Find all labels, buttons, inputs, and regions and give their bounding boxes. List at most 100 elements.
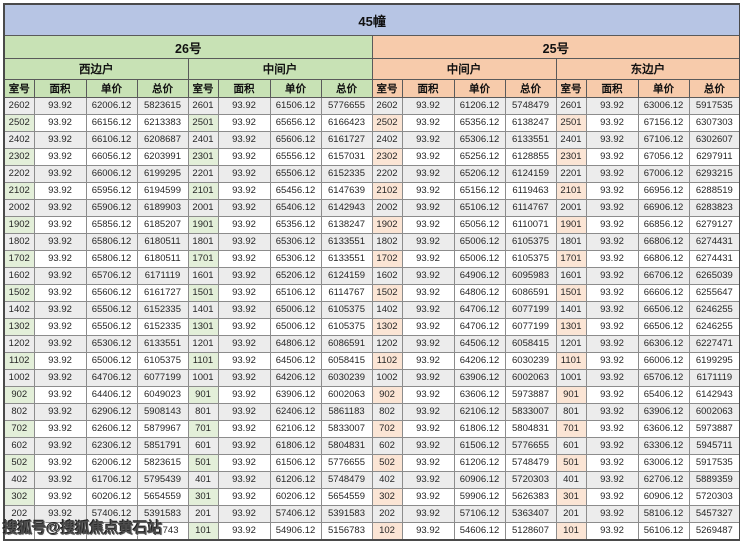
col-header-unit-price: 单价	[453, 79, 506, 98]
room-cell: 702	[3, 420, 35, 438]
unit-price-cell: 66306.12	[637, 335, 690, 353]
total-price-cell: 6180511	[136, 250, 189, 268]
total-price-cell: 6114767	[320, 284, 373, 302]
unit-price-cell: 66806.12	[637, 250, 690, 268]
room-cell: 1802	[371, 233, 403, 251]
col-header-unit-price: 单价	[637, 79, 690, 98]
table-row: 1102 93.92 65006.12 6105375 1101 93.92 64506.1…	[3, 352, 740, 370]
unit-price-cell: 66106.12	[85, 131, 138, 149]
area-cell: 93.92	[217, 369, 271, 387]
total-price-cell: 6138247	[504, 114, 557, 132]
price-table: 45幢 26号 25号 西边户 中间户 中间户 东边户 室号 面积 单价 总价 …	[3, 3, 740, 541]
unit-price-cell: 66156.12	[85, 114, 138, 132]
total-price-cell: 6293215	[688, 165, 740, 183]
total-price-cell: 5720303	[688, 488, 740, 506]
total-price-cell: 6095983	[504, 267, 557, 285]
total-price-cell: 5776655	[320, 454, 373, 472]
area-cell: 93.92	[401, 471, 455, 489]
unit-price-cell: 63606.12	[637, 420, 690, 438]
room-cell: 1202	[3, 335, 35, 353]
area-cell: 93.92	[585, 148, 639, 166]
area-cell: 93.92	[585, 284, 639, 302]
room-cell: 902	[3, 386, 35, 404]
total-price-cell: 6213383	[136, 114, 189, 132]
room-cell: 1301	[555, 318, 587, 336]
unit-price-cell: 65556.12	[269, 148, 322, 166]
table-row: 1602 93.92 65706.12 6171119 1601 93.92 65206.1…	[3, 267, 740, 285]
room-cell: 2502	[371, 114, 403, 132]
room-cell: 1602	[371, 267, 403, 285]
area-cell: 93.92	[217, 97, 271, 115]
area-cell: 93.92	[33, 284, 87, 302]
area-cell: 93.92	[33, 114, 87, 132]
unit-price-cell: 63906.12	[269, 386, 322, 404]
room-cell: 1402	[3, 301, 35, 319]
col-header-unit-price: 单价	[85, 79, 138, 98]
room-cell: 1801	[555, 233, 587, 251]
area-cell: 93.92	[401, 437, 455, 455]
total-price-cell: 6161727	[320, 131, 373, 149]
room-cell: 1502	[371, 284, 403, 302]
total-price-cell: 6124159	[320, 267, 373, 285]
unit-price-cell: 65906.12	[85, 199, 138, 217]
unit-price-cell: 65156.12	[453, 182, 506, 200]
room-cell: 2602	[371, 97, 403, 115]
unit-price-cell: 65856.12	[85, 216, 138, 234]
room-cell: 502	[3, 454, 35, 472]
total-price-cell: 5804831	[504, 420, 557, 438]
area-cell: 93.92	[33, 165, 87, 183]
area-cell: 93.92	[217, 114, 271, 132]
area-cell: 93.92	[401, 454, 455, 472]
total-price-cell: 6086591	[504, 284, 557, 302]
total-price-cell: 6152335	[320, 165, 373, 183]
room-cell: 2501	[187, 114, 219, 132]
room-cell: 2301	[555, 148, 587, 166]
total-price-cell: 5973887	[504, 386, 557, 404]
area-cell: 93.92	[33, 437, 87, 455]
unit-price-cell: 63906.12	[453, 369, 506, 387]
unit-price-cell: 66006.12	[637, 352, 690, 370]
total-price-cell: 6227471	[688, 335, 740, 353]
area-cell: 93.92	[217, 386, 271, 404]
total-price-cell: 6199295	[688, 352, 740, 370]
room-cell: 1002	[3, 369, 35, 387]
room-cell: 2302	[371, 148, 403, 166]
table-row: 402 93.92 61706.12 5795439 401 93.92 61206.12 5…	[3, 471, 740, 489]
area-cell: 93.92	[585, 386, 639, 404]
area-cell: 93.92	[33, 148, 87, 166]
area-cell: 93.92	[401, 165, 455, 183]
total-price-cell: 5748479	[320, 471, 373, 489]
table-row: 1302 93.92 65506.12 6152335 1301 93.92 65006.1…	[3, 318, 740, 336]
room-cell: 602	[3, 437, 35, 455]
area-cell: 93.92	[33, 267, 87, 285]
room-cell: 1601	[555, 267, 587, 285]
total-price-cell: 6002063	[504, 369, 557, 387]
total-price-cell: 6124159	[504, 165, 557, 183]
total-price-cell: 6147639	[320, 182, 373, 200]
room-cell: 1102	[3, 352, 35, 370]
area-cell: 93.92	[585, 403, 639, 421]
room-cell: 2001	[555, 199, 587, 217]
unit-price-cell: 65206.12	[269, 267, 322, 285]
unit-price-cell: 66506.12	[637, 318, 690, 336]
room-cell: 1701	[187, 250, 219, 268]
total-price-cell: 6265039	[688, 267, 740, 285]
room-cell: 1001	[555, 369, 587, 387]
unit-price-cell: 63006.12	[637, 97, 690, 115]
area-cell: 93.92	[585, 352, 639, 370]
unit-header-middle-25: 中间户	[371, 58, 557, 80]
total-price-cell: 6133551	[320, 250, 373, 268]
room-cell: 502	[371, 454, 403, 472]
room-cell: 201	[555, 505, 587, 523]
unit-price-cell: 66806.12	[637, 233, 690, 251]
room-cell: 2102	[371, 182, 403, 200]
area-cell: 93.92	[33, 233, 87, 251]
area-cell: 93.92	[217, 454, 271, 472]
room-cell: 2201	[187, 165, 219, 183]
room-cell: 1401	[187, 301, 219, 319]
room-cell: 2401	[555, 131, 587, 149]
area-cell: 93.92	[585, 471, 639, 489]
room-cell: 202	[3, 505, 35, 523]
room-cell: 1401	[555, 301, 587, 319]
